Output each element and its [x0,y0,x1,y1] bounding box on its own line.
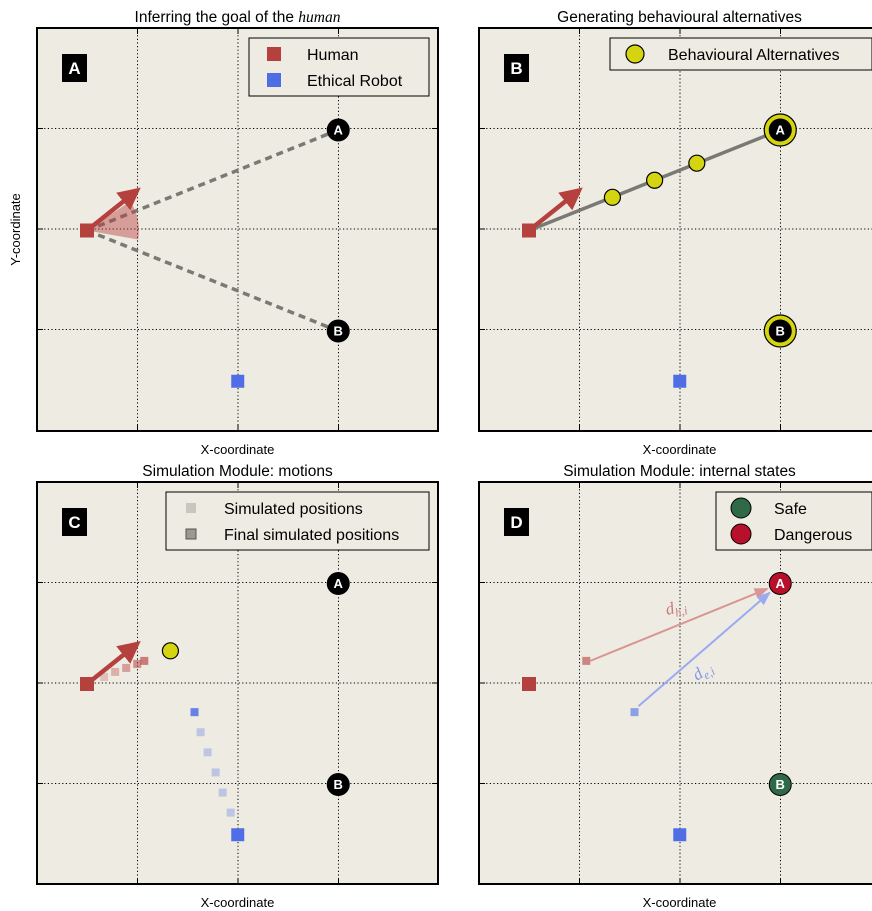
legend-label: Final simulated positions [224,527,399,544]
plot-frame [36,481,439,885]
legend: Human Ethical Robot [248,37,430,97]
heading-arrow [85,640,141,686]
panel-title: Inferring the goal of the human [135,9,341,26]
legend-box [165,491,430,551]
goal-label: A [776,123,786,138]
legend: Simulated positions Final simulated posit… [165,491,430,551]
panel-badge-label: B [510,59,522,78]
plot-frame [478,481,872,885]
panel-badge [504,508,529,536]
alternative-marker [688,154,706,172]
legend-swatch-dangerous [730,523,752,545]
human-sim-position [122,663,131,672]
robot-sim-position [218,788,227,797]
robot-marker [231,828,245,842]
panel-a: Inferring the goal of the human X-coordin… [8,9,439,457]
plot-frame [478,27,872,432]
panel-badge-label: D [510,513,522,532]
robot-sim-position [190,708,199,717]
x-axis-label: X-coordinate [643,895,717,910]
robot-marker [673,374,687,388]
panel-badge-label: C [68,513,80,532]
robot-sim-position [226,808,235,817]
goal-node [768,319,792,343]
goal-label: A [776,576,786,591]
y-axis-label: Y-coordinate [8,193,23,266]
panel-b: Generating behavioural alternatives X-coo… [478,9,872,457]
panel-badge [504,54,529,82]
goal-node [326,118,350,142]
panel-title: Simulation Module: internal states [563,463,796,480]
panel-d: Simulation Module: internal states X-coor… [478,463,872,910]
robot-marker [673,828,687,842]
panel-badge [62,508,87,536]
heading-arrow [85,187,141,233]
human-sim-position [111,667,120,676]
x-axis-label: X-coordinate [643,442,717,457]
goal-label: A [334,576,344,591]
legend: Behavioural Alternatives [609,37,872,71]
plot-frame [36,27,439,432]
distance-arrow-robot [637,591,771,707]
goal-path [86,228,339,333]
goal-node [768,118,792,142]
legend-label: Safe [774,501,807,518]
legend-swatch-human [267,47,281,61]
goal-label: B [334,324,343,339]
legend-label: Dangerous [774,527,852,544]
alternative-marker [161,642,180,660]
robot-sim-position [196,728,205,737]
legend-label: Simulated positions [224,501,363,518]
x-axis-label: X-coordinate [201,442,275,457]
heading-arrow [527,187,583,233]
goal-label: A [334,123,344,138]
legend-swatch-simulated [186,503,196,513]
human-sim-position [133,659,142,668]
human-sim-position [140,656,149,665]
goal-path [86,128,339,233]
goal-label: B [776,324,785,339]
legend-swatch-alternative [625,44,645,64]
plot-area [479,28,872,431]
goal-node [768,773,792,796]
legend-label: Human [307,47,359,64]
goal-node [326,319,350,343]
panel-badge [62,54,87,82]
panel-title: Generating behavioural alternatives [557,9,802,26]
goal-node [768,572,792,595]
alternative-marker [603,188,622,206]
legend-label: Ethical Robot [307,73,403,90]
distance-arrow-human [589,587,769,662]
robot-sim-position [211,768,220,777]
human-sim-position [100,672,109,681]
alternative-marker [646,171,664,189]
legend-swatch-robot [267,73,281,87]
legend: Safe Dangerous [715,491,872,551]
goal-label: B [776,777,785,792]
legend-label: Behavioural Alternatives [668,47,840,64]
x-axis-label: X-coordinate [201,895,275,910]
goal-node [326,572,350,595]
goal-node [326,773,350,796]
panel-title: Simulation Module: motions [142,463,333,480]
legend-swatch-final-simulated [185,528,197,540]
human-marker [522,677,536,691]
legend-box [609,37,872,71]
human-final-position [582,656,591,665]
robot-marker [231,374,245,388]
uncertainty-cone [87,201,139,240]
legend-swatch-safe [730,497,752,519]
robot-final-position [630,708,639,717]
panel-badge-label: A [68,59,80,78]
panel-c: Simulation Module: motions X-coordinate C A… [36,463,439,910]
goal-label: B [334,777,343,792]
robot-sim-position [203,748,212,757]
